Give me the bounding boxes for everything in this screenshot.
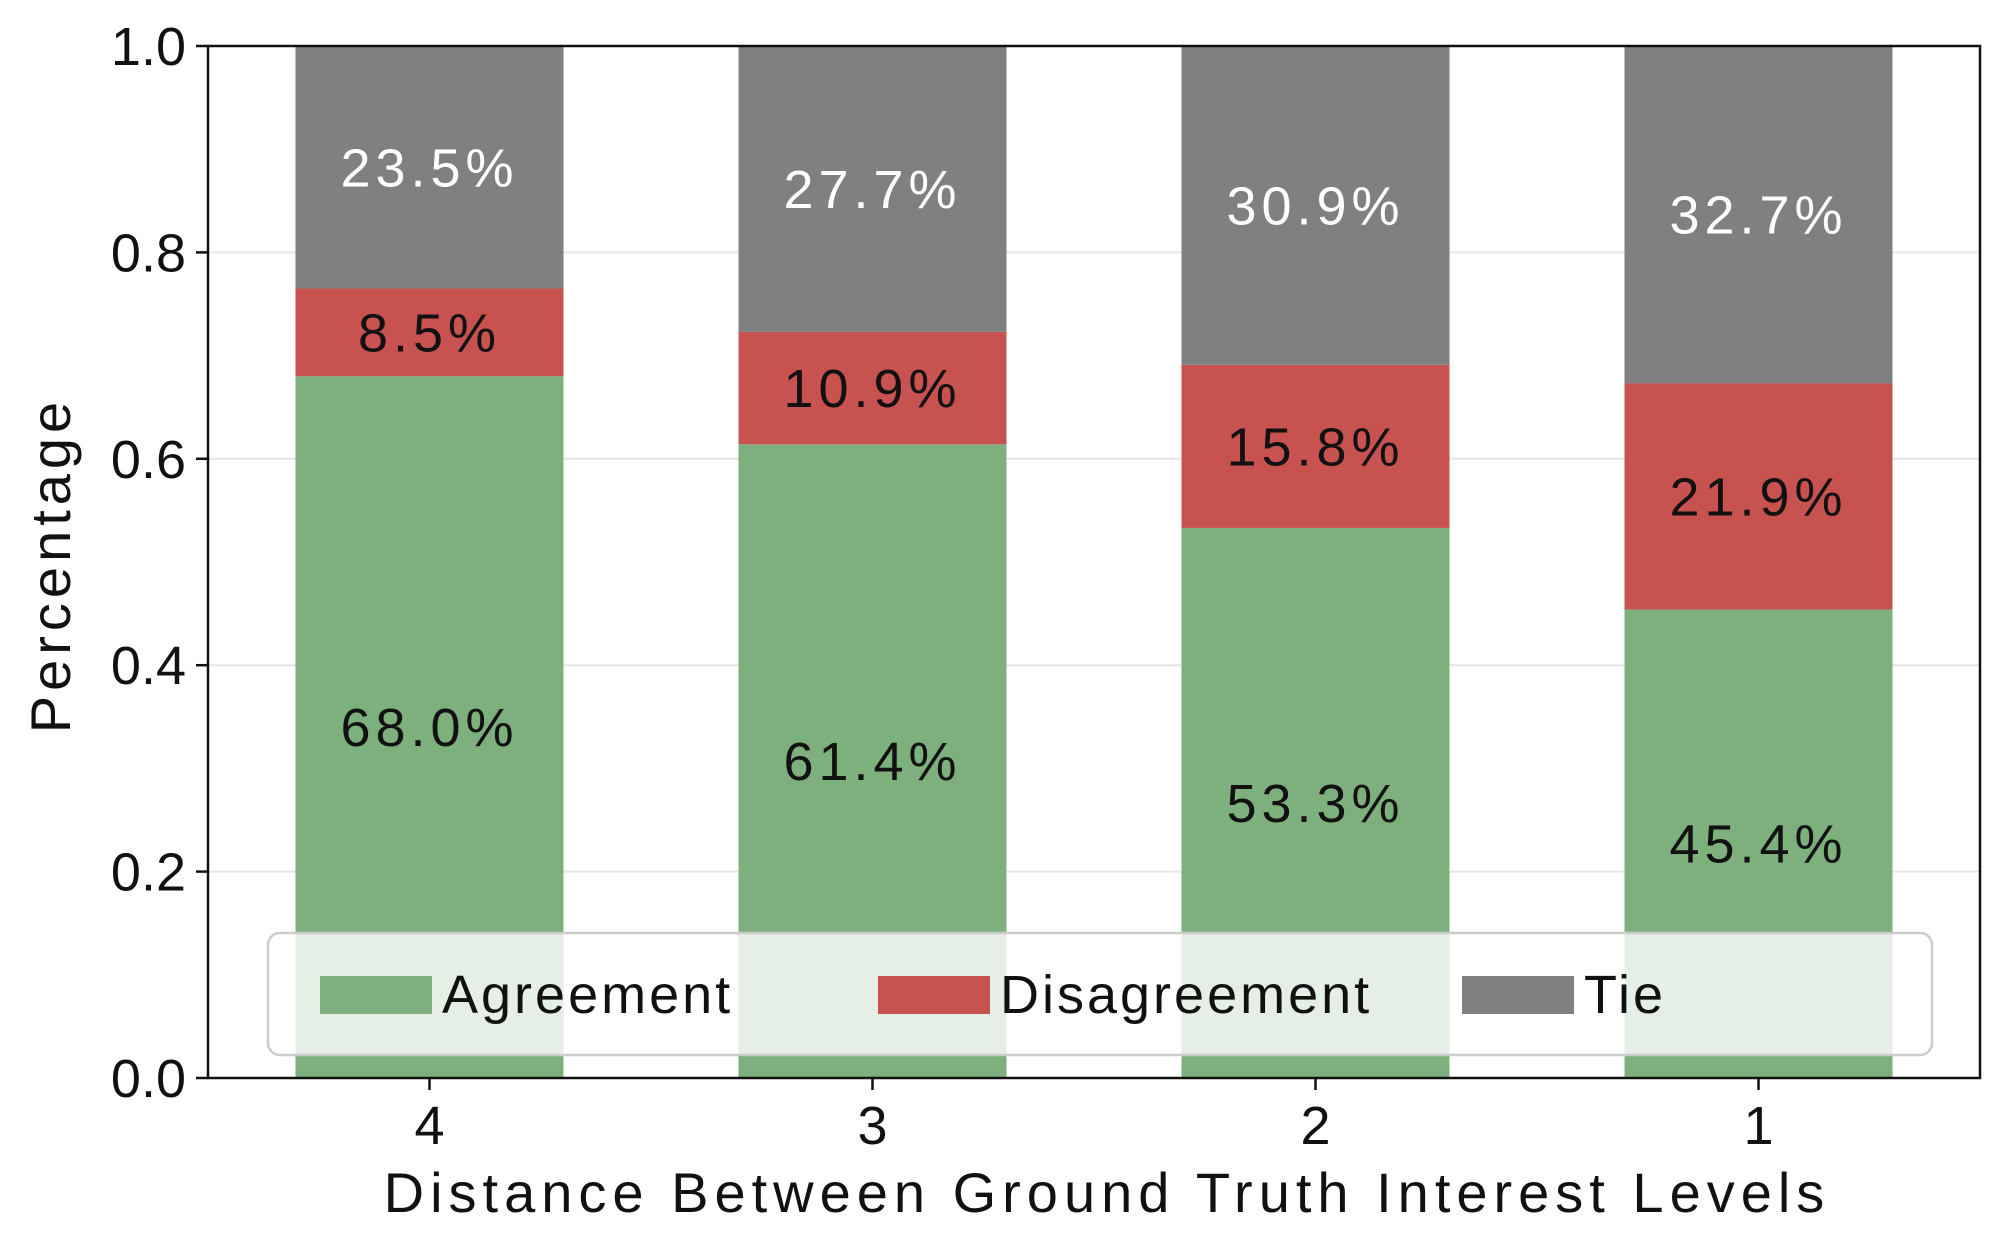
data-label-tie-1: 32.7% (1669, 186, 1847, 246)
y-axis-title: Percentage (19, 397, 82, 733)
bar-tie-1 (1624, 46, 1893, 384)
y-tick-label: 0.2 (111, 843, 186, 903)
data-label-disagreement-2: 15.8% (1226, 417, 1404, 477)
legend-label-disagreement: Disagreement (1000, 965, 1372, 1025)
bar-tie-2 (1181, 46, 1450, 365)
legend-swatch-disagreement (878, 976, 990, 1014)
y-tick-label: 0.4 (111, 636, 186, 696)
bar-tie-4 (295, 46, 564, 289)
data-label-disagreement-1: 21.9% (1669, 467, 1847, 527)
bar-disagreement-1 (1624, 383, 1893, 610)
y-tick-label: 0.0 (111, 1049, 186, 1109)
x-tick-label: 2 (1300, 1096, 1330, 1156)
data-label-tie-4: 23.5% (340, 138, 518, 198)
x-tick-label: 1 (1743, 1096, 1773, 1156)
data-label-agreement-1: 45.4% (1669, 815, 1847, 875)
plot-frame (206, 44, 1982, 1080)
bar-disagreement-2 (1181, 364, 1450, 528)
data-label-disagreement-4: 8.5% (358, 303, 501, 363)
data-label-disagreement-3: 10.9% (783, 359, 961, 419)
data-label-agreement-3: 61.4% (783, 732, 961, 792)
x-tick-label: 4 (414, 1096, 444, 1156)
legend-box (266, 931, 1934, 1057)
legend-swatch-tie (1462, 976, 1574, 1014)
x-tick-label: 3 (857, 1096, 887, 1156)
legend-label-tie: Tie (1584, 965, 1666, 1025)
legend-label-agreement: Agreement (442, 965, 733, 1025)
legend: Agreement Disagreement Tie (266, 931, 1934, 1057)
data-label-agreement-2: 53.3% (1226, 774, 1404, 834)
data-label-agreement-4: 68.0% (340, 698, 518, 758)
bar-disagreement-3 (738, 331, 1007, 445)
bar-disagreement-4 (295, 288, 564, 377)
y-tick-label: 0.8 (111, 223, 186, 283)
x-axis-title: Distance Between Ground Truth Interest L… (384, 1161, 1831, 1224)
y-tick-label: 0.6 (111, 430, 186, 490)
y-tick-label: 1.0 (111, 17, 186, 77)
legend-swatch-agreement (320, 976, 432, 1014)
bars (295, 46, 1893, 1078)
data-label-tie-3: 27.7% (783, 160, 961, 220)
axes: 0.0 0.2 0.4 0.6 0.8 1.0 4 3 2 1 (111, 17, 1982, 1156)
data-label-tie-2: 30.9% (1226, 176, 1404, 236)
bar-tie-3 (738, 46, 1007, 332)
data-labels: 68.0% 8.5% 23.5% 61.4% 10.9% 27.7% 53.3% 15.8% 3… (340, 138, 1847, 875)
